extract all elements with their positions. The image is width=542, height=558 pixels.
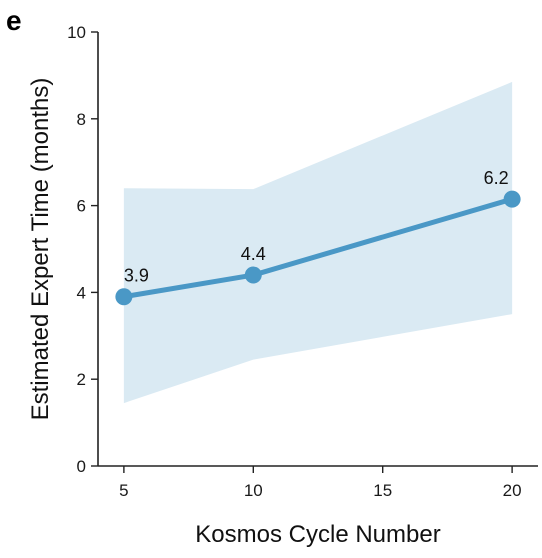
- data-point: [503, 190, 521, 208]
- data-point: [244, 266, 262, 284]
- data-point: [115, 288, 133, 306]
- x-tick-label: 20: [503, 481, 522, 500]
- x-axis-title: Kosmos Cycle Number: [195, 521, 440, 548]
- confidence-band: [123, 81, 513, 404]
- plot-area: 3.9 4.4 6.2: [115, 81, 521, 404]
- x-axis: 5 10 15 20: [98, 465, 538, 500]
- y-tick-label: 0: [77, 457, 86, 476]
- x-tick-label: 15: [373, 481, 392, 500]
- data-label: 3.9: [124, 266, 149, 286]
- y-tick-label: 6: [77, 197, 86, 216]
- x-tick-label: 5: [119, 481, 128, 500]
- y-axis: 0 2 4 6 8 10: [67, 23, 99, 476]
- y-tick-label: 8: [77, 110, 86, 129]
- y-tick-label: 2: [77, 370, 86, 389]
- y-tick-label: 4: [77, 283, 86, 302]
- panel-letter: e: [6, 5, 22, 36]
- data-label: 4.4: [241, 244, 266, 264]
- y-axis-title: Estimated Expert Time (months): [27, 78, 54, 421]
- y-tick-label: 10: [67, 23, 86, 42]
- x-tick-label: 10: [244, 481, 263, 500]
- data-label: 6.2: [484, 168, 509, 188]
